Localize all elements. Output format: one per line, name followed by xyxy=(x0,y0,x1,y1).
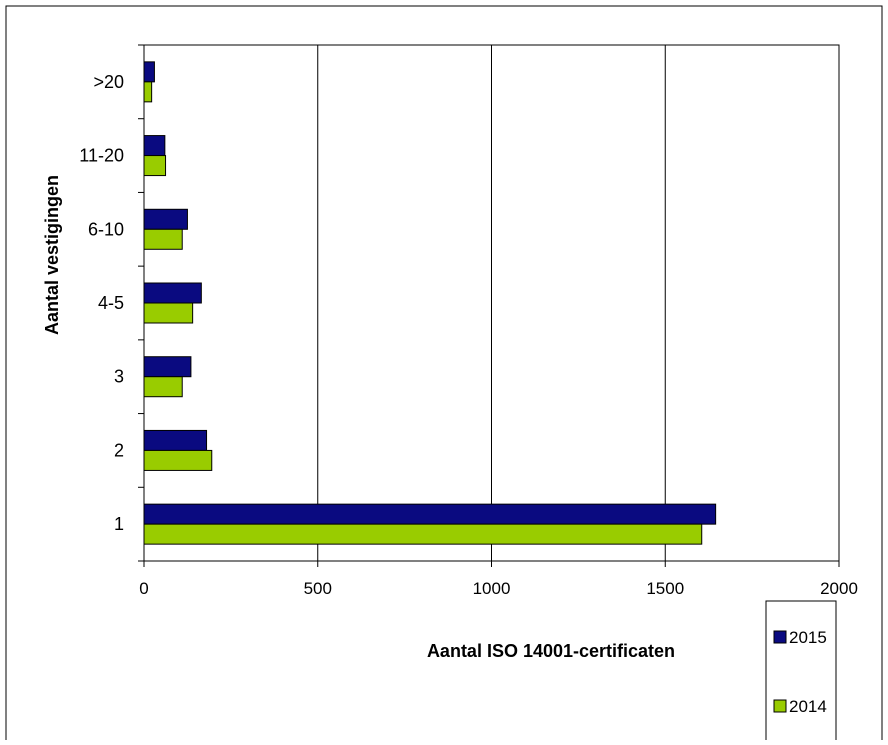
bar-2014-2 xyxy=(143,449,213,471)
bar-2015-2 xyxy=(143,429,208,451)
bar-2015-4-5 xyxy=(143,282,202,304)
y-axis-title: Aantal vestigingen xyxy=(42,175,62,335)
bar-2014-11-20 xyxy=(143,155,167,177)
legend-swatch-2015 xyxy=(773,630,787,644)
legend: 2015 2014 xyxy=(765,600,837,745)
x-tick-label: 1500 xyxy=(646,579,684,598)
y-tick-label: 3 xyxy=(114,367,124,387)
bars xyxy=(143,61,717,545)
bar-2014-4-5 xyxy=(143,302,194,324)
legend-swatch-2014 xyxy=(773,699,787,713)
y-tick-label: 2 xyxy=(114,440,124,460)
y-tick-label: 6-10 xyxy=(88,219,124,239)
x-tick-label: 0 xyxy=(139,579,148,598)
y-tick-label: >20 xyxy=(93,72,124,92)
bar-2015-3 xyxy=(143,356,192,378)
bar-2014->20 xyxy=(143,81,153,103)
bar-2015-6-10 xyxy=(143,208,188,230)
bar-2015-1 xyxy=(143,503,717,525)
y-tick-label: 4-5 xyxy=(98,293,124,313)
bar-2015-11-20 xyxy=(143,135,166,157)
legend-label-2015: 2015 xyxy=(789,628,827,647)
x-tick-label: 2000 xyxy=(820,579,858,598)
bar-2014-6-10 xyxy=(143,228,183,250)
axes: 0 500 1000 1500 2000 1 2 3 4-5 6-10 11-20 >20 xyxy=(79,44,858,598)
x-tick-label: 500 xyxy=(304,579,332,598)
legend-label-2014: 2014 xyxy=(789,697,827,716)
y-tick-label: 11-20 xyxy=(79,146,124,166)
x-axis-title: Aantal ISO 14001-certificaten xyxy=(427,641,675,661)
legend-box xyxy=(765,600,837,745)
x-tick-label: 1000 xyxy=(473,579,511,598)
bar-2015->20 xyxy=(143,61,155,83)
bar-2014-1 xyxy=(143,523,703,545)
chart-area-border xyxy=(5,5,883,745)
bar-2014-3 xyxy=(143,376,183,398)
y-tick-label: 1 xyxy=(114,514,124,534)
